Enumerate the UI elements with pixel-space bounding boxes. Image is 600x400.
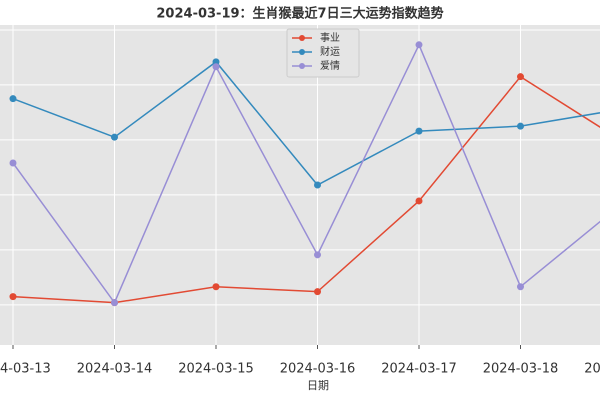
point [9, 95, 17, 103]
point [9, 293, 17, 301]
plot-area [0, 25, 600, 345]
x-tick-label: 2024-03-13 [0, 362, 51, 377]
point [415, 41, 423, 49]
point [212, 58, 220, 66]
legend-label: 财运 [320, 45, 340, 58]
x-tick-label: 2024-03-14 [77, 362, 153, 377]
x-tick-label: 2024-03-19 [584, 362, 600, 377]
legend-box [286, 28, 360, 78]
legend-marker [299, 63, 305, 69]
point [314, 288, 321, 296]
point [111, 299, 118, 307]
x-tick-label: 2024-03-18 [483, 362, 559, 377]
legend-marker [299, 49, 305, 55]
point [314, 181, 321, 189]
point [517, 283, 524, 291]
point [9, 159, 17, 167]
legend-marker [299, 35, 305, 41]
point [212, 283, 220, 291]
x-tick-label: 2024-03-17 [381, 362, 457, 377]
point [314, 251, 321, 259]
point [415, 127, 423, 135]
point [415, 197, 423, 205]
point [212, 63, 220, 71]
legend-label: 爱情 [320, 59, 340, 72]
chart-title: 2024-03-19：生肖猴最近7日三大运势指数趋势 [156, 6, 443, 22]
legend-label: 事业 [320, 31, 340, 44]
x-axis-label: 日期 [307, 379, 329, 392]
x-tick-label: 2024-03-16 [280, 362, 356, 377]
point [111, 133, 118, 141]
x-tick-label: 2024-03-15 [178, 362, 254, 377]
point [517, 122, 524, 130]
point [517, 73, 524, 81]
